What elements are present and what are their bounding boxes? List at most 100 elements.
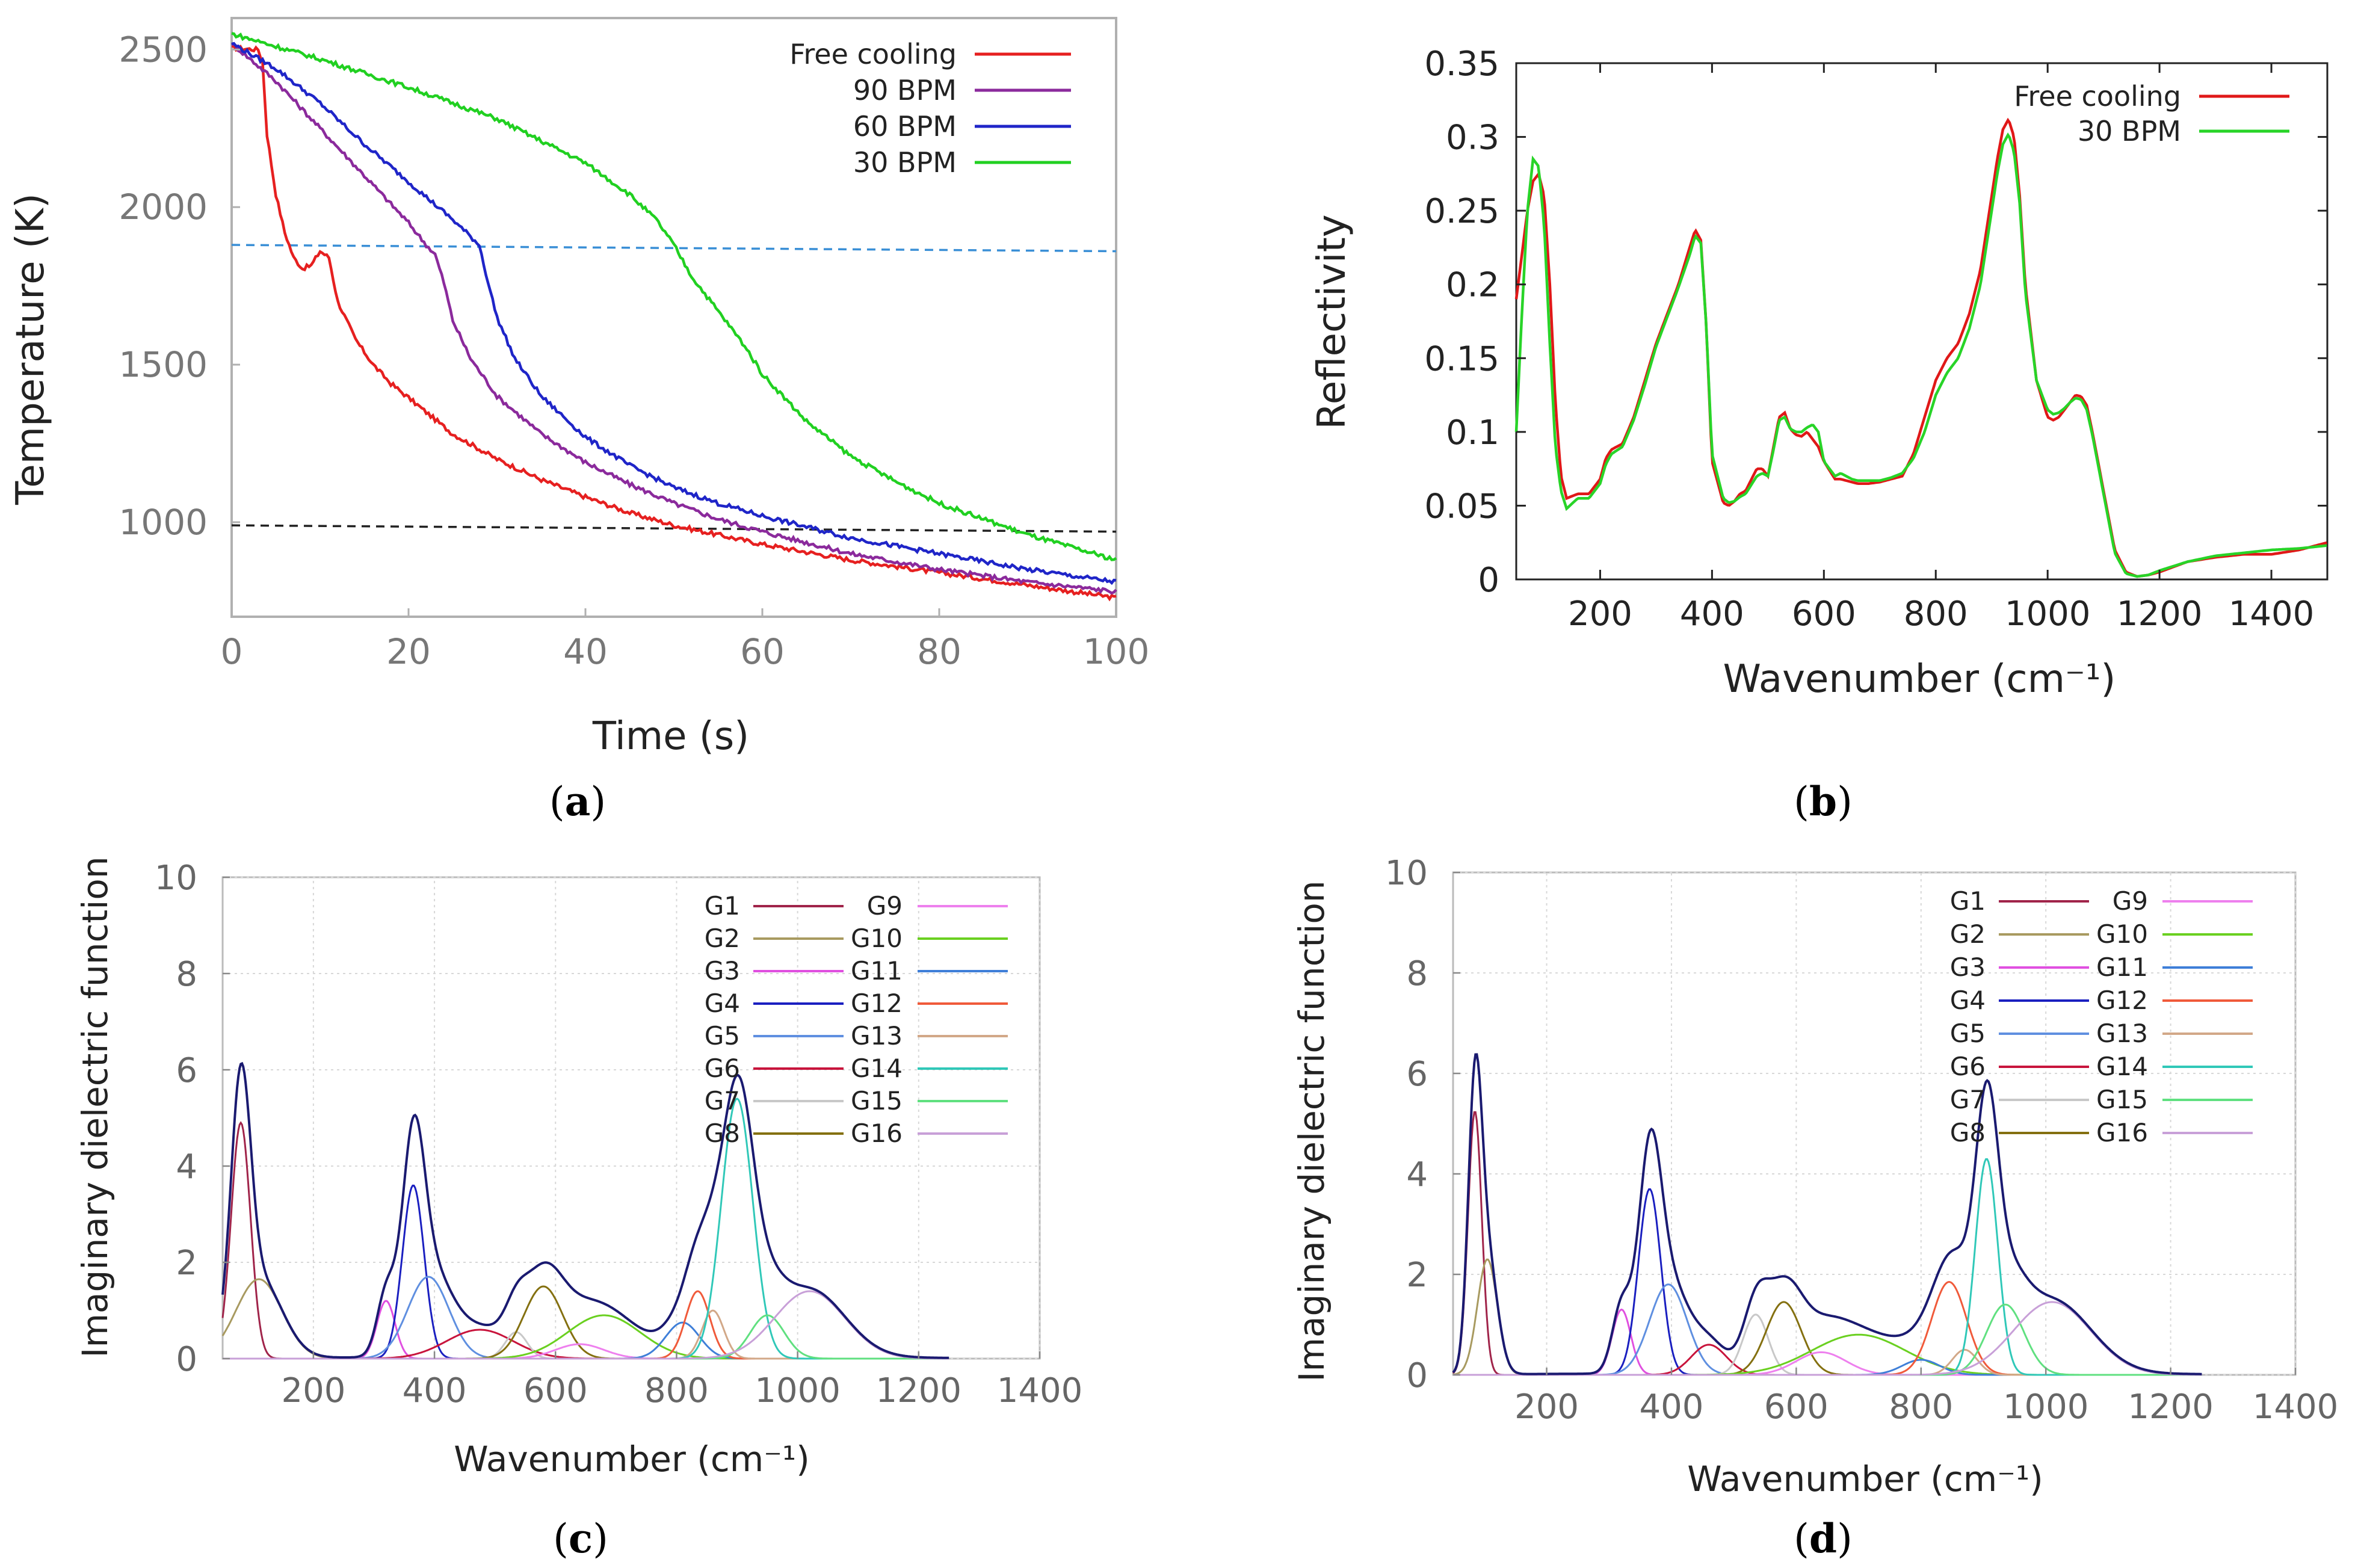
panel-d-component-g7 xyxy=(1453,1313,2202,1376)
panel-b-xtick-label: 800 xyxy=(1904,594,1968,634)
panel-c-legend-label: G1 xyxy=(705,891,740,921)
panel-c-ytick-label: 2 xyxy=(176,1244,197,1283)
panel-c-legend-label: G6 xyxy=(705,1054,740,1083)
panel-a-ref-line-1 xyxy=(231,244,1117,253)
panel-c-legend-label: G9 xyxy=(867,891,903,921)
panel-d-ytick-label: 0 xyxy=(1406,1356,1428,1395)
panel-a-xlabel: Time (s) xyxy=(592,714,749,759)
panel-b-ytick-label: 0.15 xyxy=(1424,339,1499,378)
panel-a-series-90-bpm xyxy=(230,42,1117,595)
panel-a-series-60-bpm xyxy=(231,42,1117,585)
panel-d-legend-label: G16 xyxy=(2096,1118,2148,1147)
panel-b-y-ticks: 0 0.05 0.1 0.15 0.2 0.25 0.3 0.35 xyxy=(1424,45,2327,600)
panel-d-legend-label: G9 xyxy=(2113,886,2148,916)
panel-a-y-ticks: 1000 1500 2000 2500 xyxy=(119,29,240,543)
panel-a-xtick-label: 60 xyxy=(740,631,785,672)
panel-a-ytick-label: 2500 xyxy=(119,29,208,70)
panel-c-grid xyxy=(223,877,1040,1359)
panel-b-xtick-label: 200 xyxy=(1568,594,1632,634)
panel-d-frame xyxy=(1452,871,2297,1376)
panel-b-xtick-label: 1200 xyxy=(2117,594,2203,634)
panel-d-xtick-label: 1200 xyxy=(2128,1387,2214,1427)
panel-b-ytick-label: 0.05 xyxy=(1424,487,1499,526)
panel-b-series xyxy=(1514,117,2327,578)
panel-a-series-free-cooling xyxy=(232,45,1117,602)
panel-a-legend-label: 90 BPM xyxy=(853,74,957,106)
panel-a-x-ticks: 0 20 40 60 80 100 xyxy=(221,608,1150,672)
panel-d-legend-label: G10 xyxy=(2096,919,2148,949)
panel-b: 200 400 600 800 1000 1200 1400 0 0.05 0.1 0.15 0.2… xyxy=(1310,45,2329,825)
panel-d-component-g16 xyxy=(1453,1301,2202,1376)
panel-c-legend-label: G16 xyxy=(851,1119,903,1148)
panel-b-ytick-label: 0.1 xyxy=(1446,413,1499,452)
panel-b-ytick-label: 0.25 xyxy=(1424,192,1499,231)
panel-b-caption-letter: b xyxy=(1809,778,1837,825)
panel-a-ytick-label: 1000 xyxy=(119,502,208,543)
panel-a-ref-line-2 xyxy=(231,524,1117,533)
panel-d-component-g8 xyxy=(1453,1301,2202,1376)
panel-a-caption-letter: a xyxy=(565,778,591,825)
panel-c-xtick-label: 1000 xyxy=(755,1371,841,1410)
panel-a-series xyxy=(230,32,1117,602)
panel-b-ylabel: Reflectivity xyxy=(1310,214,1354,429)
panel-c-legend-label: G4 xyxy=(705,989,740,1018)
panel-c-xtick-label: 800 xyxy=(644,1371,709,1410)
panel-b-series-free-cooling xyxy=(1514,117,2327,578)
panel-d-component-g1 xyxy=(1452,1111,2202,1376)
panel-b-ytick-label: 0.3 xyxy=(1446,119,1499,158)
panel-c-xlabel: Wavenumber (cm⁻¹) xyxy=(454,1439,810,1480)
panel-a-xtick-label: 0 xyxy=(221,631,243,672)
panel-c-component-g2 xyxy=(221,1278,949,1360)
panel-c-ylabel: Imaginary dielectric function xyxy=(75,856,116,1357)
panel-d-legend-label: G14 xyxy=(2096,1052,2148,1081)
panel-b-ytick-label: 0.2 xyxy=(1446,266,1499,305)
panel-d-legend-label: G1 xyxy=(1950,886,1986,916)
panel-c-series xyxy=(221,1061,949,1360)
panel-c-ytick-label: 8 xyxy=(176,955,197,994)
panel-d-xtick-label: 1400 xyxy=(2253,1387,2339,1427)
panel-b-xtick-label: 600 xyxy=(1792,594,1856,634)
panel-d-xtick-label: 600 xyxy=(1764,1387,1829,1427)
panel-d-x-ticks: 200 400 600 800 1000 1200 1400 xyxy=(1514,1368,2338,1427)
panel-b-legend-label: 30 BPM xyxy=(2078,115,2181,147)
panel-a-xtick-label: 40 xyxy=(563,631,608,672)
panel-d-legend-label: G2 xyxy=(1950,919,1986,949)
panel-d-component-g4 xyxy=(1453,1188,2202,1376)
panel-c-ytick-label: 10 xyxy=(155,859,197,898)
panel-c-xtick-label: 200 xyxy=(281,1371,345,1410)
panel-c-xtick-label: 400 xyxy=(403,1371,467,1410)
panel-d-xlabel: Wavenumber (cm⁻¹) xyxy=(1687,1458,2043,1499)
panel-d-ytick-label: 6 xyxy=(1406,1055,1428,1094)
panel-d-legend-label: G8 xyxy=(1950,1118,1986,1147)
panel-a-xtick-label: 20 xyxy=(386,631,431,672)
panel-a-ytick-label: 1500 xyxy=(119,344,208,385)
panel-b-caption: (b) xyxy=(1794,778,1853,825)
panel-d-total-curve xyxy=(1452,1053,2202,1375)
panel-d-xtick-label: 800 xyxy=(1889,1387,1953,1427)
panel-b-xlabel: Wavenumber (cm⁻¹) xyxy=(1723,657,2116,702)
panel-c-x-ticks: 200 400 600 800 1000 1200 1400 xyxy=(281,1351,1082,1410)
panel-c-ytick-label: 6 xyxy=(176,1051,197,1090)
panel-d-ytick-label: 4 xyxy=(1406,1155,1428,1194)
panel-d-legend-label: G15 xyxy=(2096,1085,2148,1114)
panel-c-component-g1 xyxy=(221,1121,949,1360)
panel-d-ylabel: Imaginary dielectric function xyxy=(1291,880,1332,1381)
panel-a-xtick-label: 100 xyxy=(1083,631,1150,672)
panel-c-caption: (c) xyxy=(553,1515,608,1562)
panel-c-component-g5 xyxy=(223,1276,949,1360)
panel-c-legend-label: G13 xyxy=(851,1021,903,1051)
panel-b-frame xyxy=(1515,62,2329,581)
panel-d-legend-label: G5 xyxy=(1950,1019,1986,1048)
panel-b-legend-label: Free cooling xyxy=(2014,80,2181,113)
panel-d-legend-label: G6 xyxy=(1950,1052,1986,1081)
panel-c-legend-label: G10 xyxy=(851,924,903,953)
panel-c-component-g4 xyxy=(223,1184,949,1360)
panel-a-legend-label: 60 BPM xyxy=(853,110,957,143)
panel-d-legend-label: G4 xyxy=(1950,986,1986,1015)
panel-c-ytick-label: 4 xyxy=(176,1147,197,1187)
